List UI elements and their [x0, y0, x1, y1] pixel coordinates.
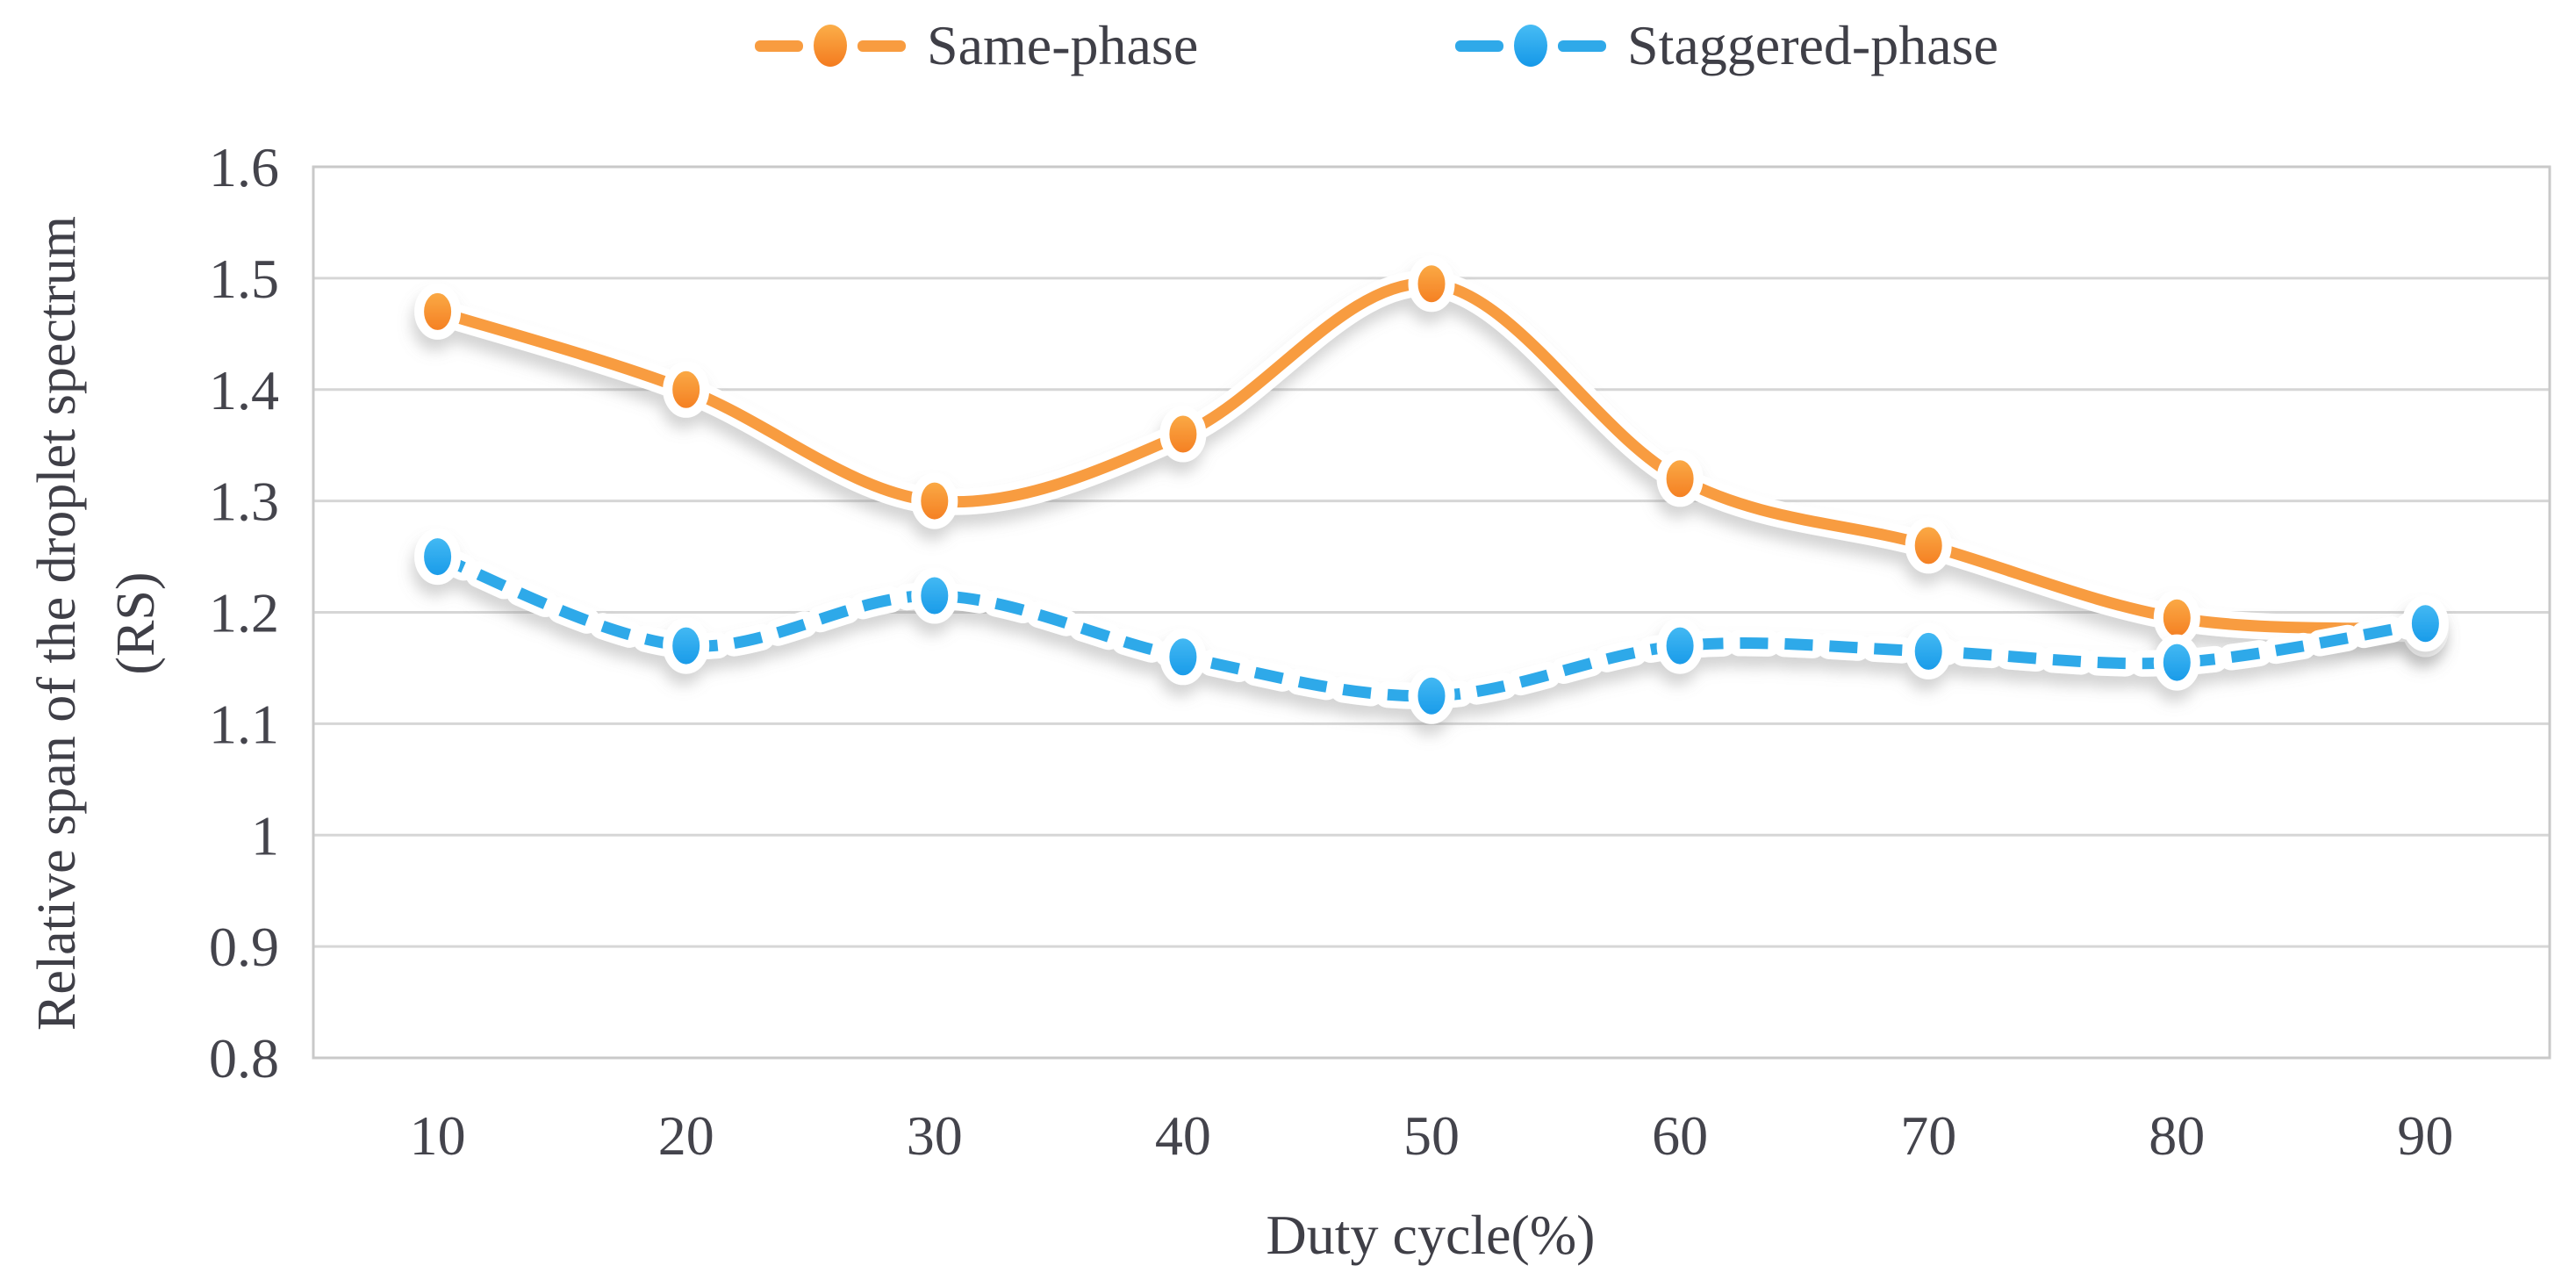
x-tick-label: 50 [1403, 1104, 1460, 1167]
legend-dash [857, 40, 906, 52]
y-axis-tick-labels: 1.6 1.5 1.4 1.3 1.2 1.1 1 0.9 0.8 [209, 136, 279, 1089]
y-tick-label: 1 [251, 804, 279, 866]
plot-border [312, 165, 2551, 1060]
x-tick-label: 10 [410, 1104, 466, 1167]
legend-dash [755, 40, 803, 52]
data-point-marker [2153, 589, 2200, 646]
data-point-marker [1159, 406, 1207, 463]
legend-label: Same-phase [927, 14, 1199, 76]
x-tick-label: 40 [1155, 1104, 1211, 1167]
series-staggered-phase [414, 528, 2449, 724]
data-point-marker [1408, 667, 1455, 724]
chart-legend: Same-phase Staggered-phase [0, 0, 2576, 88]
x-tick-label: 30 [907, 1104, 963, 1167]
series-line [435, 277, 2426, 635]
data-point-marker [414, 528, 462, 586]
legend-dash [1455, 40, 1503, 52]
series-line [435, 550, 2427, 702]
x-tick-label: 60 [1652, 1104, 1708, 1167]
y-axis-title-line2: (RS) [106, 572, 166, 674]
data-point-marker [2401, 595, 2449, 652]
legend-marker-glyph [755, 25, 906, 67]
data-point-marker [1656, 617, 1704, 674]
data-point-marker [1905, 517, 1952, 574]
y-tick-label: 1.5 [209, 248, 279, 310]
legend-marker [814, 25, 847, 67]
y-tick-label: 1.6 [209, 136, 279, 198]
legend-item-same-phase: Same-phase [755, 11, 1198, 81]
y-axis-title-line1: Relative span of the droplet spectrum [27, 216, 87, 1031]
data-point-marker [1656, 450, 1704, 507]
data-point-marker [1905, 622, 1952, 679]
y-tick-label: 0.9 [209, 916, 279, 978]
data-point-marker [1159, 629, 1207, 686]
series-line-casing [424, 270, 2439, 643]
data-point-marker [911, 472, 958, 529]
data-series [414, 255, 2449, 724]
legend-dash [1558, 40, 1606, 52]
data-point-marker [414, 283, 462, 340]
y-tick-label: 1.3 [209, 471, 279, 533]
plot-border-rect [312, 165, 2551, 1060]
data-point-marker [911, 567, 958, 624]
legend-marker [1514, 25, 1547, 67]
x-tick-label: 20 [658, 1104, 714, 1167]
legend-item-staggered-phase: Staggered-phase [1455, 11, 1998, 81]
y-tick-label: 1.4 [209, 359, 279, 421]
legend-label: Staggered-phase [1627, 14, 1998, 76]
x-tick-label: 90 [2397, 1104, 2453, 1167]
data-point-marker [663, 617, 710, 674]
data-point-marker [1408, 255, 1455, 313]
data-point-marker [2153, 634, 2200, 691]
x-axis-title: Duty cycle(%) [1266, 1204, 1596, 1266]
data-point-marker [663, 361, 710, 418]
x-tick-label: 80 [2149, 1104, 2205, 1167]
legend-marker-glyph [1455, 25, 1606, 67]
y-tick-label: 0.8 [209, 1027, 279, 1089]
series-same-phase [414, 255, 2449, 658]
y-tick-label: 1.1 [209, 693, 279, 755]
y-tick-label: 1.2 [209, 582, 279, 644]
x-tick-label: 70 [1900, 1104, 1956, 1167]
x-axis-tick-labels: 10 20 30 40 50 60 70 80 90 [410, 1104, 2454, 1167]
